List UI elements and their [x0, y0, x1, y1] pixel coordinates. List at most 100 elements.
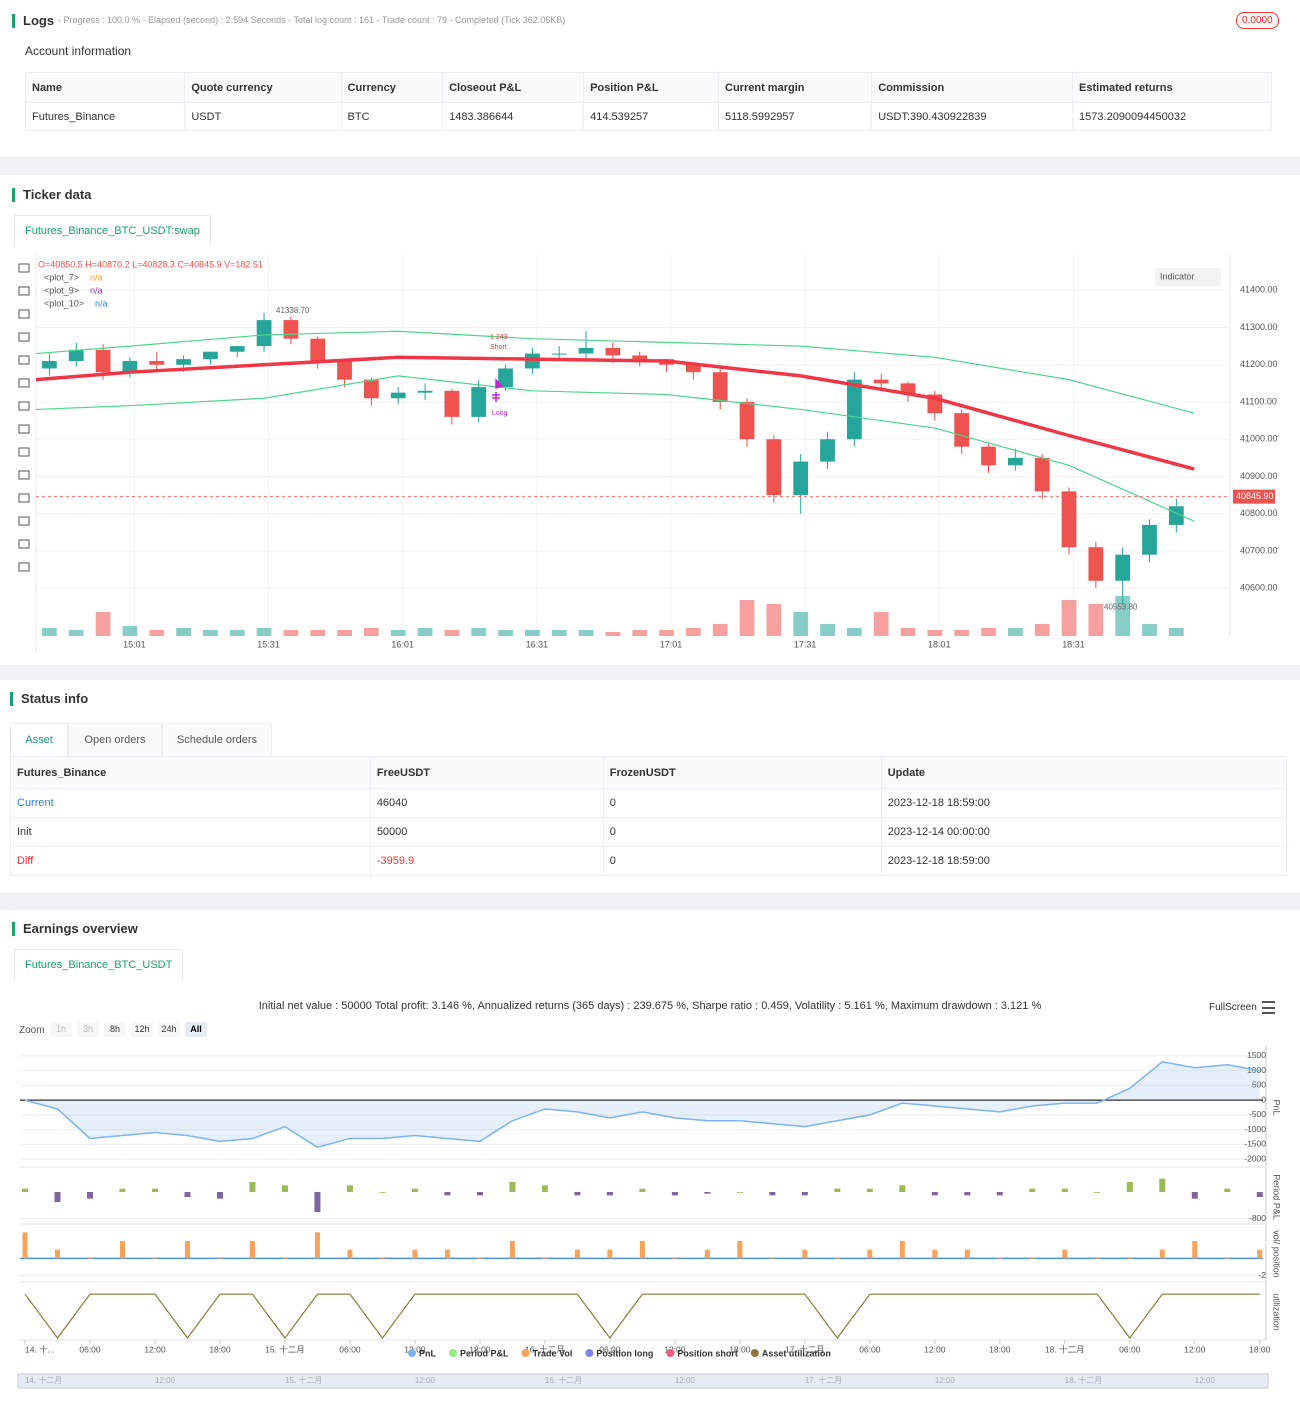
- navigator-label: 18. 十二月: [1065, 1375, 1102, 1385]
- zoom-button[interactable]: 12h: [131, 1022, 153, 1037]
- legend-marker[interactable]: [449, 1349, 457, 1357]
- account-table: Name Quote currency Currency Closeout P&L Po…: [24, 72, 1272, 131]
- legend-label[interactable]: Asset utilization: [762, 1348, 831, 1358]
- earnings-section: Earnings overview Futures_Binance_BTC_US…: [0, 910, 1300, 1411]
- subtitle: Account information: [25, 44, 132, 58]
- x-tick-label: 06:00: [79, 1344, 101, 1354]
- volume-bar: [471, 628, 487, 636]
- tool-icon[interactable]: [18, 470, 30, 480]
- x-tick-label: 12:00: [404, 1344, 426, 1354]
- period-bar: [509, 1182, 516, 1192]
- legend-label[interactable]: Trade Vol: [533, 1348, 573, 1358]
- log-summary: - Progress : 100.0 % - Elapsed (second) …: [58, 15, 566, 25]
- volume-bar: [1257, 1249, 1263, 1259]
- legend-value: n/a: [90, 272, 103, 282]
- volume-bar: [256, 628, 272, 636]
- legend-marker[interactable]: [585, 1349, 594, 1357]
- tool-icon[interactable]: [18, 424, 30, 434]
- high-label: 41338.70: [276, 306, 310, 315]
- tool-icon[interactable]: [18, 539, 30, 549]
- candle-body: [149, 361, 165, 365]
- period-bar: [736, 1192, 743, 1193]
- candle-body: [846, 379, 862, 440]
- tool-icon[interactable]: [18, 309, 30, 319]
- period-bar: [184, 1192, 191, 1197]
- y-tick-label: 41000.00: [1240, 434, 1278, 444]
- volume-bar: [229, 630, 245, 636]
- x-tick-label: 16. 十二月: [525, 1344, 565, 1354]
- row: Futures_Binance USDT BTC 1483.386644 414.539…: [24, 102, 1272, 131]
- tab[interactable]: Asset: [10, 723, 68, 756]
- header-row: Name Quote currency Currency Closeout P&L Po…: [24, 72, 1272, 103]
- volume-bar: [87, 1258, 93, 1260]
- legend-value: n/a: [95, 298, 108, 308]
- tab[interactable]: Open orders: [68, 723, 162, 757]
- trade-short: Short: [490, 344, 507, 351]
- x-tick-label: 17:31: [794, 639, 817, 649]
- x-tick-label: 18:00: [1249, 1344, 1271, 1354]
- tool-icon[interactable]: [18, 332, 30, 342]
- volume-bar: [1115, 596, 1131, 636]
- volume-bar: [737, 1241, 743, 1259]
- zoom-button[interactable]: 1h: [50, 1022, 72, 1037]
- zoom-button[interactable]: 3h: [77, 1022, 99, 1037]
- zoom-button[interactable]: 24h: [158, 1022, 180, 1037]
- volume-bar: [42, 628, 57, 636]
- tool-icon[interactable]: [18, 378, 30, 388]
- volume-bar: [639, 1241, 645, 1259]
- candle-body: [283, 320, 299, 339]
- candle-body: [1034, 457, 1050, 492]
- pnl-area: [25, 1061, 1260, 1148]
- zoom-button[interactable]: All: [185, 1022, 207, 1037]
- tool-icon[interactable]: [18, 516, 30, 526]
- legend-marker[interactable]: [521, 1349, 530, 1357]
- menu-icon[interactable]: [1262, 1001, 1275, 1014]
- legend-label[interactable]: Period P&L: [460, 1348, 509, 1358]
- zoom-button[interactable]: 8h: [104, 1022, 126, 1037]
- tab[interactable]: Futures_Binance_BTC_USDT: [14, 949, 184, 980]
- tool-icon[interactable]: [18, 493, 30, 503]
- cell: 2023-12-14 00:00:00: [880, 817, 1288, 847]
- tool-icon[interactable]: [18, 562, 30, 572]
- fullscreen-button[interactable]: FullScreen: [1209, 1002, 1257, 1013]
- candle-body: [390, 392, 406, 399]
- candle-body: [1142, 524, 1157, 555]
- volume-bar: [704, 1249, 710, 1259]
- legend-marker[interactable]: [750, 1349, 759, 1357]
- volume-bar: [54, 1249, 60, 1259]
- candle-body: [605, 347, 621, 356]
- volume-bar: [417, 628, 433, 636]
- legend-label[interactable]: Position short: [677, 1348, 738, 1358]
- indicator-button[interactable]: [1155, 268, 1221, 286]
- period-bar: [54, 1192, 61, 1202]
- volume-bar: [22, 1232, 28, 1259]
- indicator-line: [35, 330, 1195, 414]
- tool-icon[interactable]: [18, 286, 30, 296]
- candle-body: [820, 439, 835, 462]
- period-bar: [541, 1185, 548, 1192]
- volume-bar: [607, 1249, 613, 1259]
- candle-body: [68, 349, 84, 362]
- volume-bar: [820, 624, 835, 636]
- tool-icon[interactable]: [18, 447, 30, 457]
- section-title: Earnings overview: [12, 922, 138, 936]
- header-cell: FreeUSDT: [369, 756, 604, 789]
- legend-label[interactable]: Position long: [596, 1348, 653, 1358]
- volume-bar: [900, 628, 916, 636]
- legend-marker[interactable]: [666, 1349, 675, 1357]
- y-tick-label: 40800.00: [1240, 508, 1278, 518]
- pnl-line: [24, 1060, 1260, 1149]
- volume-bar: [1192, 1241, 1198, 1259]
- legend-marker[interactable]: [408, 1349, 416, 1357]
- tab[interactable]: Futures_Binance_BTC_USDT:swap: [14, 215, 211, 246]
- candle-body: [766, 439, 782, 496]
- volume-bar: [1224, 1258, 1230, 1260]
- tool-icon[interactable]: [18, 401, 30, 411]
- ticker-section: Ticker data Futures_Binance_BTC_USDT:swa…: [0, 175, 1300, 665]
- row: Diff -3959.9 0 2023-12-18 18:59:00: [10, 846, 1288, 876]
- volume-bar: [444, 1249, 450, 1259]
- tool-icon[interactable]: [18, 263, 30, 273]
- tool-icon[interactable]: [18, 355, 30, 365]
- legend-label[interactable]: PnL: [419, 1348, 437, 1358]
- navigator[interactable]: [17, 1373, 1269, 1389]
